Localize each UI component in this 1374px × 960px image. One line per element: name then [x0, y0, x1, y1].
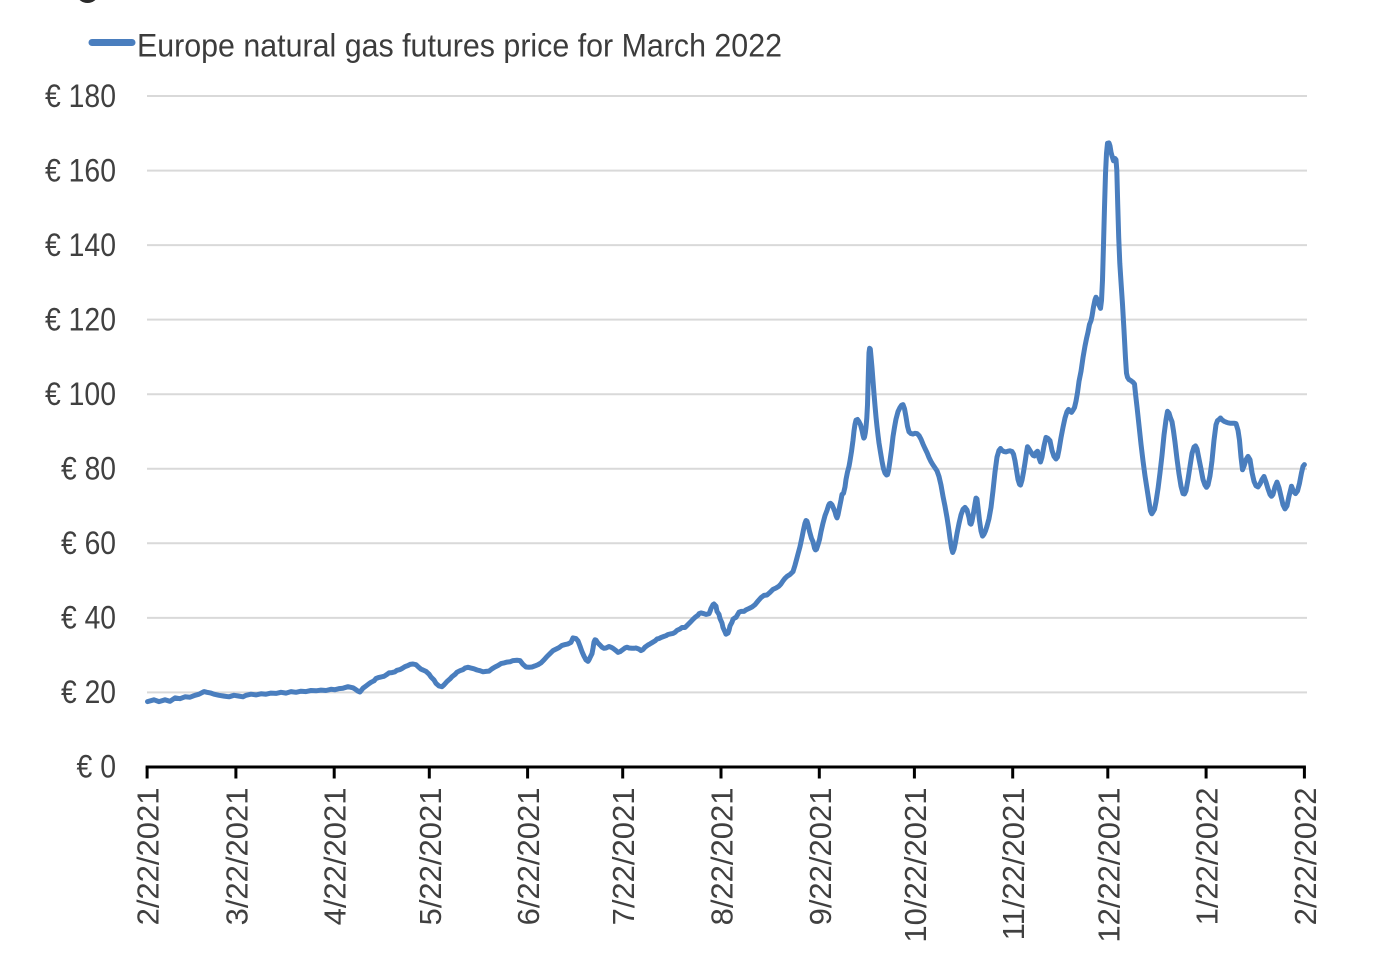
svg-text:Europe natural gas futures pri: Europe natural gas futures price for Mar… — [137, 27, 782, 63]
svg-text:€ 20: € 20 — [61, 674, 116, 710]
svg-text:11/22/2021: 11/22/2021 — [996, 788, 1031, 941]
svg-text:€ 60: € 60 — [61, 525, 116, 561]
svg-text:4/22/2021: 4/22/2021 — [318, 788, 353, 926]
svg-text:€ 40: € 40 — [61, 600, 116, 636]
svg-text:9/22/2021: 9/22/2021 — [803, 788, 838, 926]
svg-text:1/22/2022: 1/22/2022 — [1190, 788, 1225, 926]
svg-text:3/22/2021: 3/22/2021 — [219, 788, 254, 926]
svg-text:€ 140: € 140 — [45, 227, 116, 263]
svg-text:5/22/2021: 5/22/2021 — [413, 788, 448, 926]
svg-text:8/22/2021: 8/22/2021 — [705, 788, 740, 926]
svg-text:€ 180: € 180 — [45, 78, 116, 114]
svg-text:12/22/2021: 12/22/2021 — [1091, 788, 1126, 943]
svg-text:10/22/2021: 10/22/2021 — [898, 788, 933, 943]
svg-text:€ 0: € 0 — [77, 749, 117, 785]
svg-text:€ 80: € 80 — [61, 451, 116, 487]
svg-text:€ 160: € 160 — [45, 152, 116, 188]
svg-text:2/22/2022: 2/22/2022 — [1288, 788, 1323, 926]
svg-text:6/22/2021: 6/22/2021 — [511, 788, 546, 926]
svg-text:€ 100: € 100 — [45, 376, 116, 412]
svg-text:2/22/2021: 2/22/2021 — [131, 788, 166, 926]
svg-text:7/22/2021: 7/22/2021 — [606, 788, 641, 926]
svg-text:€ 120: € 120 — [45, 301, 116, 337]
